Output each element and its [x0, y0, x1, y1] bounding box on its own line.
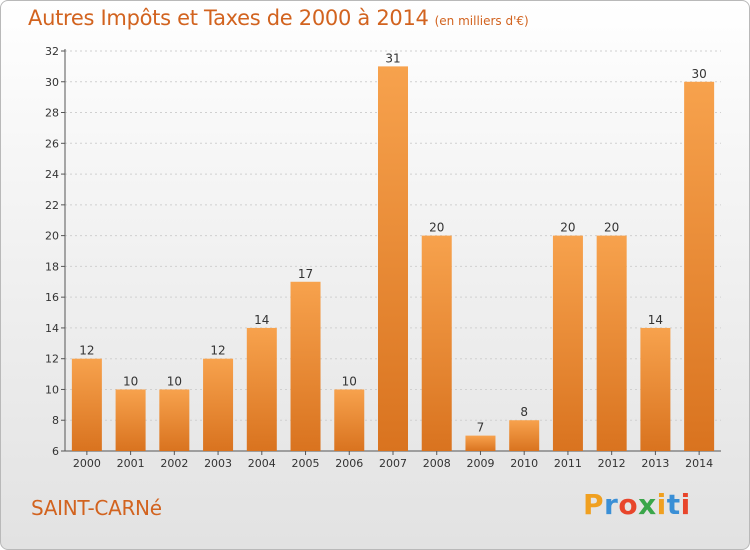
bar	[378, 66, 408, 451]
y-tick-label: 12	[45, 353, 59, 366]
bar	[71, 358, 102, 451]
x-tick-label: 2010	[510, 457, 538, 470]
chart-subtitle: (en milliers d'€)	[434, 14, 529, 28]
y-tick-label: 20	[45, 230, 59, 243]
y-tick-label: 8	[52, 414, 59, 427]
logo-letter: t	[666, 488, 681, 521]
logo-letter: P	[583, 488, 605, 521]
data-label: 31	[385, 51, 400, 65]
x-tick-label: 2003	[204, 457, 232, 470]
logo-letter: x	[638, 488, 657, 521]
y-tick-label: 16	[45, 291, 59, 304]
bar	[421, 235, 452, 451]
y-tick-labels: 6 8 10 12 14 16 18 20 22 24 26 28 30 32	[45, 45, 59, 458]
x-tick-label: 2013	[641, 457, 669, 470]
x-tick-label: 2009	[466, 457, 494, 470]
x-tick-label: 2007	[379, 457, 407, 470]
bar	[465, 435, 496, 451]
bar	[509, 420, 540, 451]
y-tick-label: 10	[45, 383, 59, 396]
data-label: 20	[560, 221, 575, 235]
y-tick-label: 18	[45, 260, 59, 273]
data-label: 8	[520, 405, 528, 419]
data-labels: 12 10 10 12 14 17 10 31 20 7 8 20 20 14 30	[79, 51, 707, 434]
x-tick-label: 2012	[598, 457, 626, 470]
data-label: 10	[123, 374, 138, 388]
x-tick-labels: 2000 2001 2002 2003 2004 2005 2006 2007 2008 2009…	[73, 457, 713, 470]
y-tick-label: 32	[45, 45, 59, 58]
proxiti-logo: Proxiti	[583, 488, 691, 521]
bar	[334, 389, 365, 451]
data-label: 7	[477, 421, 485, 435]
x-tick-label: 2001	[117, 457, 145, 470]
x-tick-label: 2011	[554, 457, 582, 470]
data-label: 12	[79, 344, 94, 358]
bar	[684, 81, 715, 452]
bar	[203, 358, 234, 451]
x-tick-label: 2002	[160, 457, 188, 470]
x-tick-label: 2008	[423, 457, 451, 470]
data-label: 10	[167, 374, 182, 388]
y-tick-label: 26	[45, 137, 59, 150]
data-label: 10	[342, 374, 357, 388]
bar	[552, 235, 583, 451]
x-tick-label: 2014	[685, 457, 713, 470]
x-tick-label: 2005	[292, 457, 320, 470]
logo-letter: i	[680, 488, 691, 521]
y-tick-label: 28	[45, 107, 59, 120]
data-label: 12	[210, 344, 225, 358]
x-tick-label: 2004	[248, 457, 276, 470]
data-label: 14	[254, 313, 269, 327]
chart-title-block: Autres Impôts et Taxes de 2000 à 2014 (en…	[28, 6, 529, 30]
x-tick-label: 2006	[335, 457, 363, 470]
x-tick-label: 2000	[73, 457, 101, 470]
data-label: 20	[429, 221, 444, 235]
bar	[640, 327, 671, 451]
logo-letter: i	[656, 488, 667, 521]
data-label: 30	[691, 67, 706, 81]
chart-title: Autres Impôts et Taxes de 2000 à 2014	[28, 6, 429, 30]
data-label: 20	[604, 221, 619, 235]
bar	[290, 281, 321, 451]
y-tick-label: 14	[45, 322, 59, 335]
y-tick-label: 22	[45, 199, 59, 212]
logo-letter: r	[604, 488, 619, 521]
y-tick-label: 6	[52, 445, 59, 458]
bar	[596, 235, 627, 451]
logo-letter: o	[618, 488, 639, 521]
data-label: 17	[298, 267, 313, 281]
bars	[71, 66, 715, 452]
bar	[246, 327, 277, 451]
y-tick-label: 30	[45, 76, 59, 89]
bar	[159, 389, 190, 451]
data-label: 14	[648, 313, 663, 327]
bar	[115, 389, 146, 451]
city-name: SAINT-CARNé	[31, 496, 162, 520]
y-tick-label: 24	[45, 168, 59, 181]
